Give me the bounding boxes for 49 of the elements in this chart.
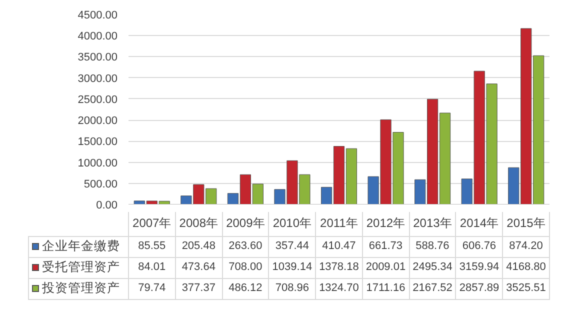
data-label: 2009.01: [362, 257, 410, 278]
legend-label: 企业年金缴费: [42, 238, 120, 253]
data-label: 2857.89: [456, 278, 503, 299]
legend-label: 受托管理资产: [42, 260, 120, 274]
y-tick-label: 1000.00: [78, 157, 118, 170]
data-label: 357.44: [268, 236, 316, 257]
y-tick-label: 3500.00: [78, 52, 118, 64]
x-tick-label: 2007年: [128, 212, 176, 236]
data-label: 588.76: [409, 236, 456, 257]
data-label: 84.01: [128, 257, 176, 278]
data-label: 205.48: [175, 236, 222, 257]
x-tick-label: 2010年: [268, 212, 316, 236]
x-tick-label: 2012年: [362, 212, 410, 236]
y-tick-label: 3000.00: [78, 72, 118, 85]
y-tick-label: 500.00: [84, 178, 118, 190]
data-label: 1711.16: [362, 278, 410, 299]
data-label: 79.74: [128, 278, 176, 299]
data-label: 473.64: [175, 257, 222, 278]
data-label: 1039.14: [268, 257, 316, 278]
data-label: 2167.52: [409, 278, 456, 299]
y-tick-label: 4000.00: [78, 30, 118, 43]
data-label: 85.55: [128, 236, 176, 257]
data-label: 1378.18: [316, 257, 362, 278]
data-label: 486.12: [222, 278, 269, 299]
legend-label: 投资管理资产: [42, 280, 120, 295]
data-label: 410.47: [316, 236, 362, 257]
x-tick-label: 2009年: [222, 212, 269, 236]
y-tick-label: 2500.00: [78, 94, 118, 106]
y-tick-label: 2000.00: [78, 115, 118, 128]
data-label: 1324.70: [316, 278, 362, 299]
data-label: 3525.51: [502, 278, 550, 299]
data-label: 2495.34: [409, 257, 456, 278]
y-tick-label: 0.00: [96, 200, 118, 212]
y-tick-label: 4500.00: [78, 10, 118, 22]
x-tick-label: 2015年: [502, 212, 550, 236]
data-label: 874.20: [502, 236, 550, 257]
data-label: 263.60: [222, 236, 269, 257]
x-tick-label: 2013年: [409, 212, 456, 236]
x-tick-label: 2011年: [316, 212, 362, 236]
data-label: 4168.80: [502, 257, 550, 278]
x-tick-label: 2014年: [456, 212, 503, 236]
data-label: 708.00: [222, 257, 269, 278]
y-tick-label: 1500.00: [78, 136, 118, 148]
data-label: 377.37: [175, 278, 222, 299]
data-label: 708.96: [268, 278, 316, 299]
data-label: 606.76: [456, 236, 503, 257]
data-label: 3159.94: [456, 257, 503, 278]
data-label: 661.73: [362, 236, 410, 257]
x-tick-label: 2008年: [175, 212, 222, 236]
